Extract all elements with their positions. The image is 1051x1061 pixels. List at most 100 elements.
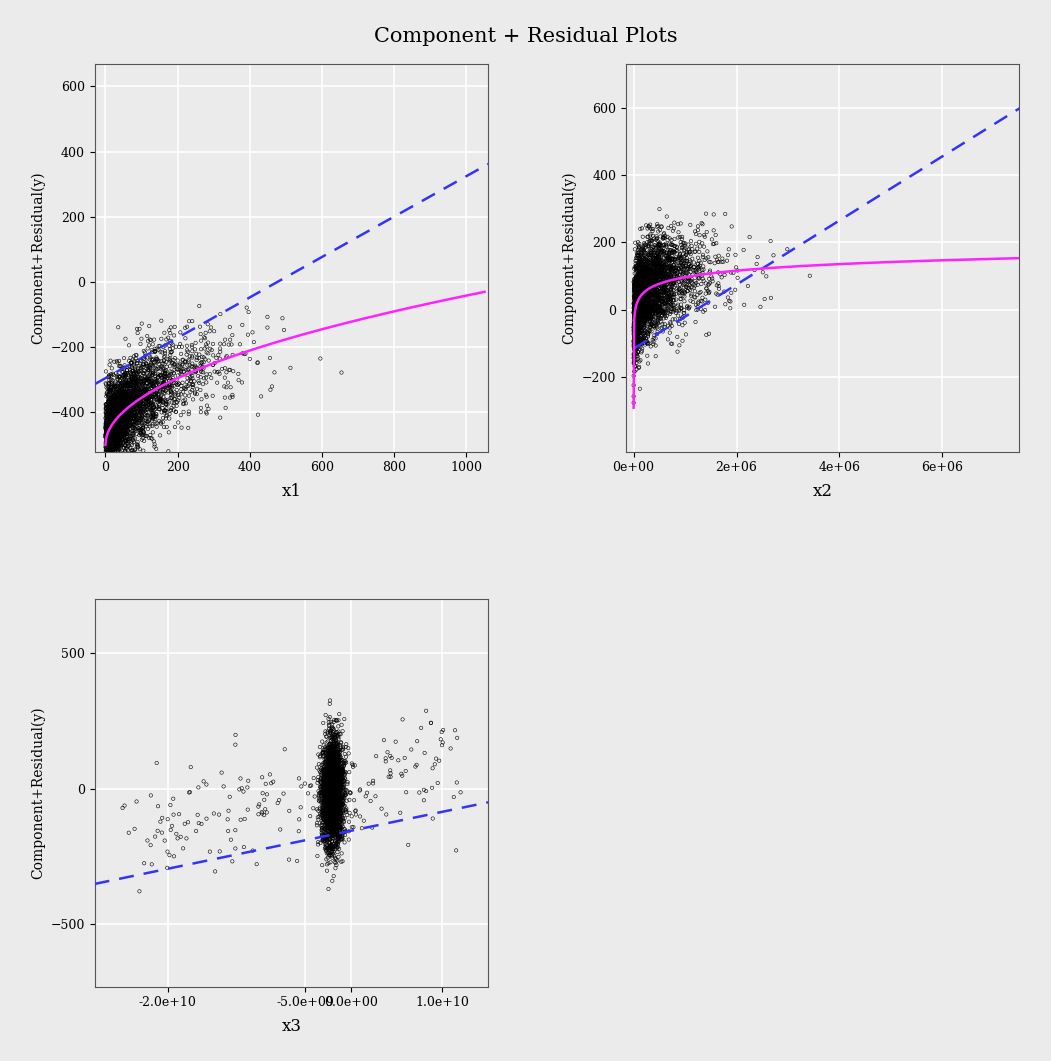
- Point: [315, 801, 332, 818]
- Point: [628, 279, 645, 296]
- Point: [116, 424, 132, 441]
- Point: [662, 276, 679, 293]
- Point: [331, 778, 348, 795]
- Point: [326, 782, 343, 799]
- Point: [249, 354, 266, 371]
- Point: [342, 784, 358, 801]
- Point: [449, 773, 466, 790]
- Point: [328, 797, 345, 814]
- Point: [334, 777, 351, 794]
- Point: [625, 312, 642, 329]
- Point: [114, 375, 130, 392]
- Point: [329, 766, 346, 783]
- Point: [325, 782, 342, 799]
- Point: [140, 360, 157, 377]
- Point: [116, 412, 132, 429]
- Point: [324, 820, 341, 837]
- Point: [110, 394, 127, 411]
- Point: [663, 267, 680, 284]
- Point: [631, 269, 647, 286]
- Point: [130, 420, 147, 437]
- Point: [244, 842, 261, 859]
- Point: [632, 317, 648, 334]
- Point: [109, 443, 126, 460]
- Point: [336, 821, 353, 838]
- Point: [326, 793, 343, 810]
- Point: [634, 298, 651, 315]
- Point: [117, 451, 133, 468]
- Point: [323, 760, 339, 777]
- Point: [640, 218, 657, 234]
- Point: [320, 805, 336, 822]
- Point: [331, 779, 348, 796]
- Point: [626, 303, 643, 320]
- Point: [140, 407, 157, 424]
- Point: [627, 312, 644, 329]
- Point: [325, 817, 342, 834]
- Point: [108, 437, 125, 454]
- Point: [119, 362, 136, 379]
- Point: [122, 377, 139, 394]
- Point: [682, 258, 699, 275]
- Point: [691, 271, 707, 288]
- Point: [125, 417, 142, 434]
- Point: [108, 368, 125, 385]
- Point: [685, 262, 702, 279]
- Point: [327, 793, 344, 810]
- Point: [632, 293, 648, 310]
- Point: [659, 284, 676, 301]
- Point: [119, 384, 136, 401]
- Point: [327, 806, 344, 823]
- Point: [641, 275, 658, 292]
- Point: [329, 792, 346, 808]
- Point: [325, 811, 342, 828]
- Point: [326, 799, 343, 816]
- Point: [657, 278, 674, 295]
- Point: [642, 293, 659, 310]
- Point: [156, 373, 172, 390]
- Point: [638, 289, 655, 306]
- Point: [125, 382, 142, 399]
- Point: [327, 751, 344, 768]
- Point: [100, 416, 117, 433]
- Point: [339, 773, 356, 790]
- Point: [120, 387, 137, 404]
- Point: [668, 302, 685, 319]
- Point: [102, 484, 119, 501]
- Point: [630, 293, 646, 310]
- Point: [320, 795, 336, 812]
- Point: [130, 372, 147, 389]
- Point: [120, 427, 137, 443]
- Point: [336, 787, 353, 804]
- Point: [146, 401, 163, 418]
- Point: [318, 798, 335, 815]
- Point: [631, 353, 647, 370]
- Point: [636, 314, 653, 331]
- Point: [107, 440, 124, 457]
- Point: [631, 335, 647, 352]
- Point: [105, 439, 122, 456]
- Point: [322, 778, 338, 795]
- Point: [123, 354, 140, 371]
- Point: [100, 439, 117, 456]
- Point: [328, 822, 345, 839]
- Point: [316, 806, 333, 823]
- Point: [133, 415, 150, 432]
- Point: [330, 783, 347, 800]
- Point: [314, 784, 331, 801]
- Point: [332, 830, 349, 847]
- Point: [115, 445, 131, 462]
- Point: [628, 309, 645, 326]
- Point: [262, 766, 279, 783]
- Point: [222, 379, 239, 396]
- Point: [643, 300, 660, 317]
- Point: [639, 286, 656, 303]
- Point: [122, 376, 139, 393]
- Point: [326, 776, 343, 793]
- Point: [126, 354, 143, 371]
- Point: [146, 375, 163, 392]
- Point: [628, 283, 645, 300]
- Point: [118, 417, 135, 434]
- Point: [658, 297, 675, 314]
- Point: [324, 785, 341, 802]
